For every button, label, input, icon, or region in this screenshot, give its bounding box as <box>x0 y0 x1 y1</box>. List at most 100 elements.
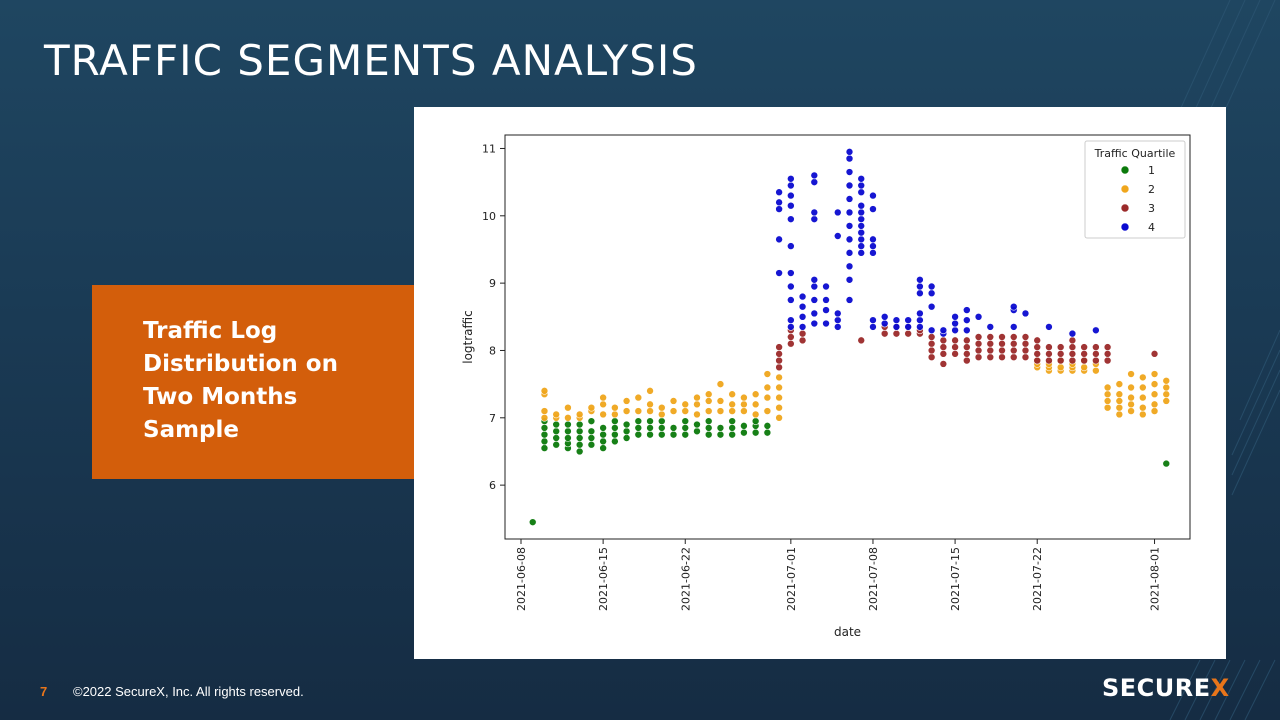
legend-label: 1 <box>1148 164 1155 177</box>
data-point <box>998 346 1006 355</box>
data-point <box>1115 380 1124 388</box>
data-point <box>552 440 560 449</box>
data-point <box>1139 373 1147 382</box>
data-point <box>763 370 772 378</box>
data-point <box>833 208 842 217</box>
data-point <box>845 148 854 156</box>
data-point <box>646 400 654 409</box>
data-point <box>775 373 783 382</box>
data-point <box>575 410 584 419</box>
data-point <box>751 390 760 399</box>
data-point <box>540 444 549 452</box>
data-point <box>1139 393 1147 402</box>
data-point <box>657 410 666 419</box>
data-point <box>599 393 607 402</box>
x-tick-label: 2021-07-01 <box>785 547 798 611</box>
copyright-text: ©2022 SecureX, Inc. All rights reserved. <box>73 684 304 699</box>
data-point <box>916 316 924 324</box>
data-point <box>599 424 607 432</box>
data-point <box>704 390 713 399</box>
data-point <box>646 387 654 395</box>
data-point <box>845 195 854 203</box>
data-point <box>1009 302 1018 311</box>
data-point <box>681 407 690 415</box>
data-point <box>845 168 854 176</box>
data-point <box>587 417 596 425</box>
data-point <box>939 326 948 335</box>
data-point <box>986 333 995 341</box>
data-point <box>939 350 948 358</box>
data-point <box>622 427 631 436</box>
data-point <box>552 434 560 442</box>
data-point <box>763 428 772 437</box>
data-point <box>927 282 936 291</box>
data-point <box>845 154 854 163</box>
data-point <box>587 440 596 449</box>
data-point <box>704 424 713 432</box>
y-tick-label: 9 <box>489 277 496 290</box>
data-point <box>1115 403 1124 412</box>
data-point <box>833 316 842 324</box>
data-point <box>1139 410 1147 419</box>
data-point <box>939 343 948 351</box>
data-point <box>857 235 866 244</box>
data-point <box>1150 407 1159 415</box>
data-point <box>634 407 643 415</box>
data-point <box>845 296 854 304</box>
data-point <box>1068 329 1077 338</box>
data-point <box>657 403 666 412</box>
data-point <box>798 336 807 345</box>
data-point <box>1127 393 1135 402</box>
data-point <box>869 323 877 331</box>
data-point <box>1115 397 1124 405</box>
data-point <box>892 329 901 338</box>
data-point <box>1103 343 1112 351</box>
data-point <box>552 427 560 436</box>
data-point <box>1045 356 1053 365</box>
data-point <box>810 215 819 223</box>
data-point <box>1021 346 1030 355</box>
data-point <box>775 198 783 207</box>
data-point <box>1009 339 1018 348</box>
data-point <box>951 336 959 345</box>
legend-marker <box>1120 184 1130 194</box>
data-point <box>916 289 924 298</box>
data-point <box>927 289 936 298</box>
data-point <box>798 313 807 321</box>
data-point <box>564 434 572 442</box>
data-point <box>1115 410 1124 419</box>
x-tick-label: 2021-07-22 <box>1031 547 1044 611</box>
data-point <box>810 282 819 291</box>
data-point <box>540 437 549 446</box>
data-point <box>798 292 807 301</box>
data-point <box>611 437 619 446</box>
logo-x-accent: X <box>1210 674 1230 702</box>
data-point <box>822 319 830 328</box>
data-point <box>552 410 560 419</box>
data-point <box>822 296 830 304</box>
data-point <box>1162 376 1171 385</box>
data-point <box>599 437 607 446</box>
data-point <box>822 306 830 314</box>
data-point <box>540 407 549 415</box>
legend-label: 4 <box>1148 221 1155 234</box>
y-tick-label: 7 <box>489 412 496 425</box>
data-point <box>599 410 607 419</box>
data-point <box>704 430 713 439</box>
data-point <box>634 417 643 425</box>
data-point <box>963 356 971 365</box>
data-point <box>693 400 701 409</box>
data-point <box>1045 350 1053 358</box>
data-point <box>845 208 854 217</box>
data-point <box>833 323 842 331</box>
data-point <box>1162 390 1171 399</box>
data-point <box>669 407 678 415</box>
data-point <box>681 430 690 439</box>
data-point <box>1139 383 1147 392</box>
data-point <box>1080 363 1088 372</box>
chart-panel: 6 7 8 9 10 11 2021-06-08 2021-06-15 2021-06-22 20… <box>414 107 1226 659</box>
data-point <box>974 353 983 361</box>
data-point <box>892 323 901 331</box>
data-point <box>787 242 795 250</box>
data-point <box>986 346 995 355</box>
